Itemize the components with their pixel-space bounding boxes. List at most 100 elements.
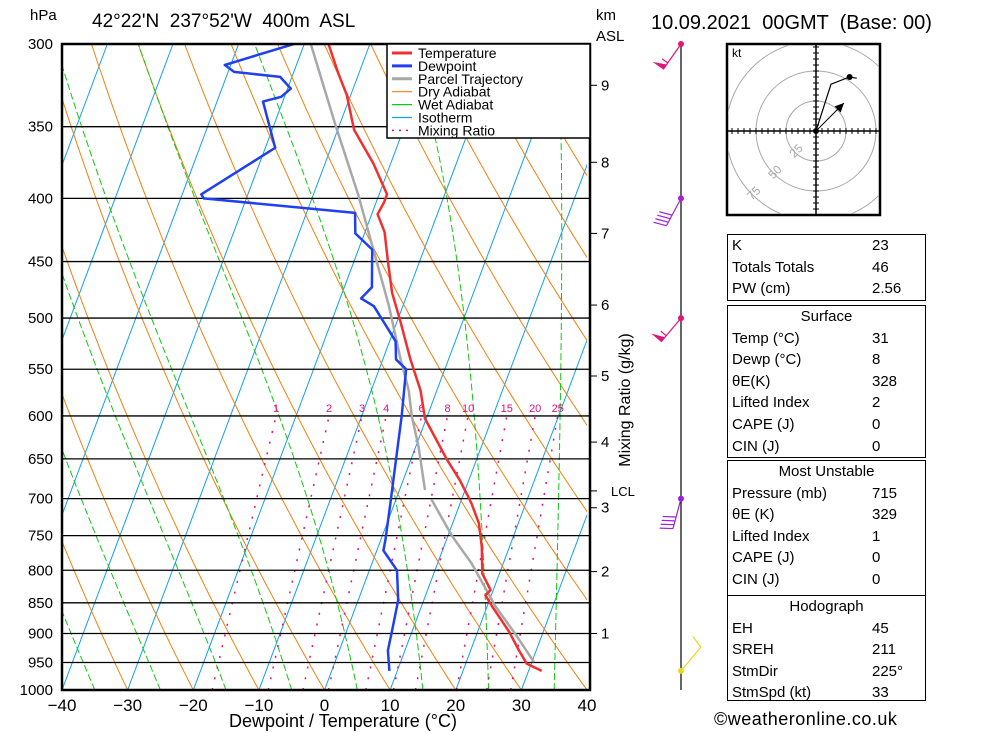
x-tick-label: −40 [48, 696, 77, 715]
wet-adiabat-line [62, 272, 227, 690]
pressure-tick-label: 1000 [20, 682, 53, 699]
mixing-ratio-label: 6 [418, 403, 424, 415]
row-label: θE (K) [732, 506, 775, 524]
row-label: StmDir [732, 662, 778, 680]
hodograph-trace [815, 76, 857, 132]
table-row: CIN (J) 0 [728, 436, 925, 458]
isotherm-line [520, 513, 587, 690]
x-tick-label: 10 [381, 696, 400, 715]
table-row: θE (K) 329 [728, 504, 925, 526]
wet-adiabat-line [137, 44, 358, 690]
mixing-ratio-axis-title: Mixing Ratio (g/kg) [617, 333, 634, 466]
height-tick-label: 8 [601, 154, 609, 171]
wind-barb-feather [657, 214, 671, 220]
row-value: 31 [872, 329, 889, 347]
pressure-tick-label: 350 [28, 119, 53, 136]
row-value: 2.56 [872, 280, 902, 298]
pressure-tick-label: 850 [28, 595, 53, 612]
wind-barb-feather [692, 636, 702, 648]
table-row: K 23 [728, 235, 925, 257]
row-value: 329 [872, 506, 898, 524]
wind-barb-icon [651, 315, 684, 343]
pressure-unit-label: hPa [30, 7, 57, 24]
x-tick-label: 40 [578, 696, 597, 715]
mixing-ratio-label: 20 [529, 403, 541, 415]
footer-credit[interactable]: ©weatheronline.co.uk [714, 709, 898, 729]
mixing-ratio-label: 4 [383, 403, 389, 415]
row-label: Dewp (°C) [732, 351, 802, 369]
height-tick-label: 6 [601, 297, 609, 314]
row-value: 225° [872, 662, 904, 680]
table-row: Dewp (°C) 8 [728, 349, 925, 371]
x-tick-label: 30 [512, 696, 531, 715]
mixing-ratio-line [392, 415, 449, 690]
x-axis: −40 −30 −20 −10 0 10 20 30 40 [48, 696, 597, 715]
height-tick-label: 7 [601, 225, 609, 242]
row-label: K [732, 237, 743, 254]
parcel-trajectory-line [430, 498, 535, 663]
isotherm-line [324, 44, 568, 690]
isotherm-line [62, 44, 174, 342]
km-unit-label: km [596, 7, 616, 24]
lcl-label: LCL [611, 484, 635, 499]
sounding-traces [200, 44, 543, 673]
row-label: PW (cm) [732, 280, 791, 298]
legend-box [386, 43, 591, 139]
pressure-tick-label: 800 [28, 562, 53, 579]
wind-barb-half-feather [661, 58, 669, 64]
legend-label: Parcel Trajectory [418, 71, 523, 87]
dry-adiabat-line [463, 44, 587, 259]
mixing-ratio-line [302, 415, 363, 690]
mixing-ratio-line [455, 415, 508, 690]
wet-adiabat-line [62, 609, 96, 690]
pressure-tick-label: 600 [28, 408, 53, 425]
most-unstable-table: Most Unstable Pressure (mb) 715 θE (K) 329… [727, 460, 926, 596]
table-row: PW (cm) 2.56 [728, 278, 925, 300]
pressure-tick-label: 500 [28, 310, 53, 327]
row-value: 46 [872, 258, 889, 276]
table-title: Most Unstable [778, 463, 875, 480]
hodograph-table: Hodograph EH 45 SREH 211 StmDir 225° StmSpd… [727, 595, 926, 701]
mixing-ratio-line [365, 415, 423, 690]
dewpoint-line [200, 44, 408, 671]
pressure-tick-label: 900 [28, 625, 53, 642]
row-value: 0 [872, 570, 881, 588]
row-label: CAPE (J) [732, 549, 795, 567]
table-row: SREH 211 [728, 639, 925, 661]
row-value: 328 [872, 372, 898, 390]
height-axis: 1 2 3 4 5 6 7 8 9 LCL [590, 77, 635, 642]
row-label: θE(K) [732, 372, 771, 390]
table-title: Hodograph [789, 598, 864, 615]
row-label: SREH [732, 641, 774, 659]
height-tick-label: 9 [601, 77, 609, 94]
datetime-title: 10.09.2021 00GMT (Base: 00) [651, 12, 932, 34]
dry-adiabat-line [230, 44, 587, 690]
x-tick-label: −30 [113, 696, 142, 715]
table-row: EH 45 [728, 618, 925, 640]
isotherm-line [62, 44, 305, 690]
wind-barb-staff [680, 646, 702, 672]
mixing-ratio-label: 2 [326, 403, 332, 415]
dry-adiabat-line [370, 44, 587, 427]
isotherm-line [389, 163, 587, 690]
parcel-trajectory-line [309, 44, 427, 491]
legend-label: Wet Adiabat [418, 97, 493, 113]
row-value: 45 [872, 619, 889, 637]
mixing-ratio-label: 10 [462, 403, 474, 415]
row-value: 8 [872, 351, 881, 369]
x-axis-title: Dewpoint / Temperature (°C) [229, 711, 457, 731]
mixing-ratio-label: 1 [273, 403, 279, 415]
row-label: EH [732, 619, 753, 637]
table-row: CIN (J) 0 [728, 569, 925, 591]
km-ref-label: ASL [596, 28, 624, 45]
isotherm-line [62, 44, 240, 517]
table-row: StmSpd (kt) 33 [728, 682, 925, 704]
wet-adiabat-line [0, 44, 29, 690]
height-tick-label: 3 [601, 500, 609, 517]
table-row: θE(K) 328 [728, 371, 925, 393]
isotherm-line [127, 44, 371, 690]
row-value: 0 [872, 415, 881, 433]
table-row: CAPE (J) 0 [728, 547, 925, 569]
mixing-ratio-label: 25 [552, 403, 564, 415]
